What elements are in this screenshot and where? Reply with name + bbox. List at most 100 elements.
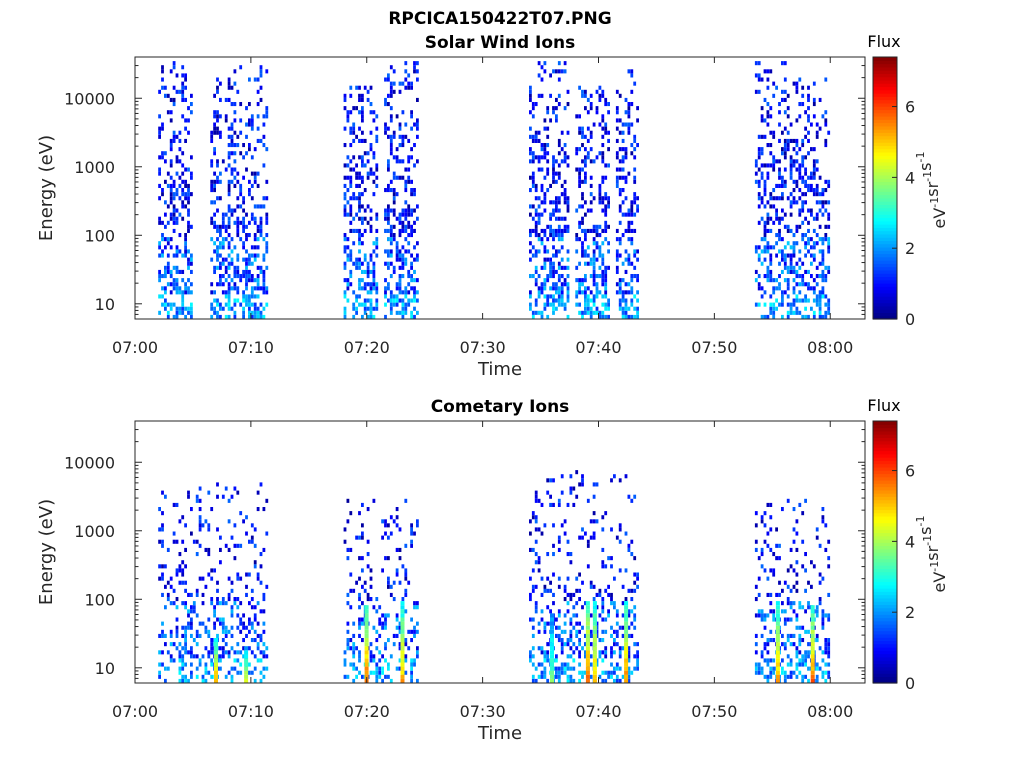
heatmap-cell <box>384 77 387 82</box>
heatmap-cell <box>772 155 776 160</box>
heatmap-cell <box>607 163 610 168</box>
heatmap-cell <box>253 314 257 319</box>
heatmap-cell <box>812 147 816 152</box>
heatmap-cell <box>187 212 190 217</box>
heatmap-cell <box>265 233 269 238</box>
heatmap-spike-cell <box>400 621 405 626</box>
heatmap-cell <box>216 110 219 115</box>
heatmap-cell <box>798 171 802 176</box>
heatmap-cell <box>543 257 547 262</box>
heatmap-cell <box>601 274 605 279</box>
heatmap-cell <box>795 613 799 618</box>
heatmap-cell <box>369 306 373 311</box>
heatmap-cell <box>607 674 610 679</box>
heatmap-cell <box>190 646 193 651</box>
heatmap-cell <box>164 642 167 647</box>
heatmap-cell <box>378 650 382 655</box>
heatmap-cell <box>213 220 216 225</box>
heatmap-cell <box>810 175 813 180</box>
heatmap-cell <box>592 482 596 487</box>
heatmap-spike-cell <box>585 601 590 606</box>
heatmap-cell <box>789 310 793 315</box>
heatmap-cell <box>198 486 202 491</box>
heatmap-cell <box>812 314 816 319</box>
heatmap-cell <box>187 118 190 123</box>
heatmap-cell <box>537 155 541 160</box>
heatmap-cell <box>395 298 399 303</box>
heatmap-cell <box>818 97 822 102</box>
colorbar-segment <box>873 607 897 612</box>
heatmap-cell <box>821 261 825 266</box>
heatmap-cell <box>610 662 613 667</box>
heatmap-cell <box>187 220 190 225</box>
heatmap-cell <box>349 646 353 651</box>
heatmap-cell <box>230 580 234 585</box>
heatmap-cell <box>210 306 214 311</box>
heatmap-cell <box>372 670 376 675</box>
heatmap-cell <box>769 216 773 221</box>
heatmap-cell <box>355 85 358 90</box>
heatmap-cell <box>589 183 593 188</box>
heatmap-cell <box>821 670 825 675</box>
heatmap-cell <box>181 539 185 544</box>
heatmap-cell <box>404 642 408 647</box>
heatmap-cell <box>778 138 781 143</box>
heatmap-cell <box>416 629 419 634</box>
heatmap-cell <box>783 224 787 229</box>
heatmap-cell <box>389 253 393 258</box>
colorbar-segment <box>873 76 897 81</box>
heatmap-cell <box>239 118 243 123</box>
heatmap-cell <box>778 249 781 254</box>
heatmap-cell <box>213 130 216 135</box>
heatmap-cell <box>754 642 758 647</box>
heatmap-cell <box>592 584 596 589</box>
heatmap-cell <box>195 613 199 618</box>
heatmap-cell <box>358 204 361 209</box>
heatmap-cell <box>242 257 245 262</box>
heatmap-cell <box>615 282 619 287</box>
heatmap-cell <box>398 81 402 86</box>
heatmap-cell <box>201 678 205 683</box>
heatmap-cell <box>534 605 538 610</box>
heatmap-cell <box>216 249 219 254</box>
heatmap-cell <box>358 171 361 176</box>
heatmap-cell <box>248 314 251 319</box>
heatmap-cell <box>172 216 176 221</box>
heatmap-cell <box>221 241 225 246</box>
heatmap-cell <box>378 621 382 626</box>
heatmap-cell <box>549 294 552 299</box>
colorbar-segment <box>873 151 897 156</box>
heatmap-cell <box>207 633 211 638</box>
heatmap-cell <box>239 151 243 156</box>
heatmap-cell <box>531 216 535 221</box>
heatmap-cell <box>569 474 573 479</box>
heatmap-cell <box>384 122 387 127</box>
colorbar-segment <box>873 309 897 314</box>
heatmap-cell <box>757 220 761 225</box>
heatmap-cell <box>552 265 555 270</box>
heatmap-cell <box>624 196 628 201</box>
heatmap-cell <box>387 167 390 172</box>
heatmap-cell <box>763 233 767 238</box>
heatmap-cell <box>529 519 532 524</box>
heatmap-cell <box>760 249 764 254</box>
heatmap-cell <box>760 200 764 205</box>
heatmap-cell <box>818 543 822 548</box>
heatmap-cell <box>187 167 190 172</box>
heatmap-cell <box>778 183 781 188</box>
heatmap-cell <box>537 560 541 565</box>
heatmap-cell <box>615 118 619 123</box>
heatmap-cell <box>775 306 778 311</box>
heatmap-cell <box>407 290 411 295</box>
heatmap-cell <box>610 592 613 597</box>
heatmap-cell <box>221 245 225 250</box>
colorbar-segment <box>873 424 897 429</box>
heatmap-cell <box>557 584 561 589</box>
heatmap-cell <box>807 85 810 90</box>
heatmap-cell <box>549 274 552 279</box>
heatmap-cell <box>537 138 541 143</box>
heatmap-cell <box>256 114 260 119</box>
colorbar-segment <box>873 506 897 511</box>
heatmap-cell <box>760 106 764 111</box>
heatmap-cell <box>763 183 767 188</box>
